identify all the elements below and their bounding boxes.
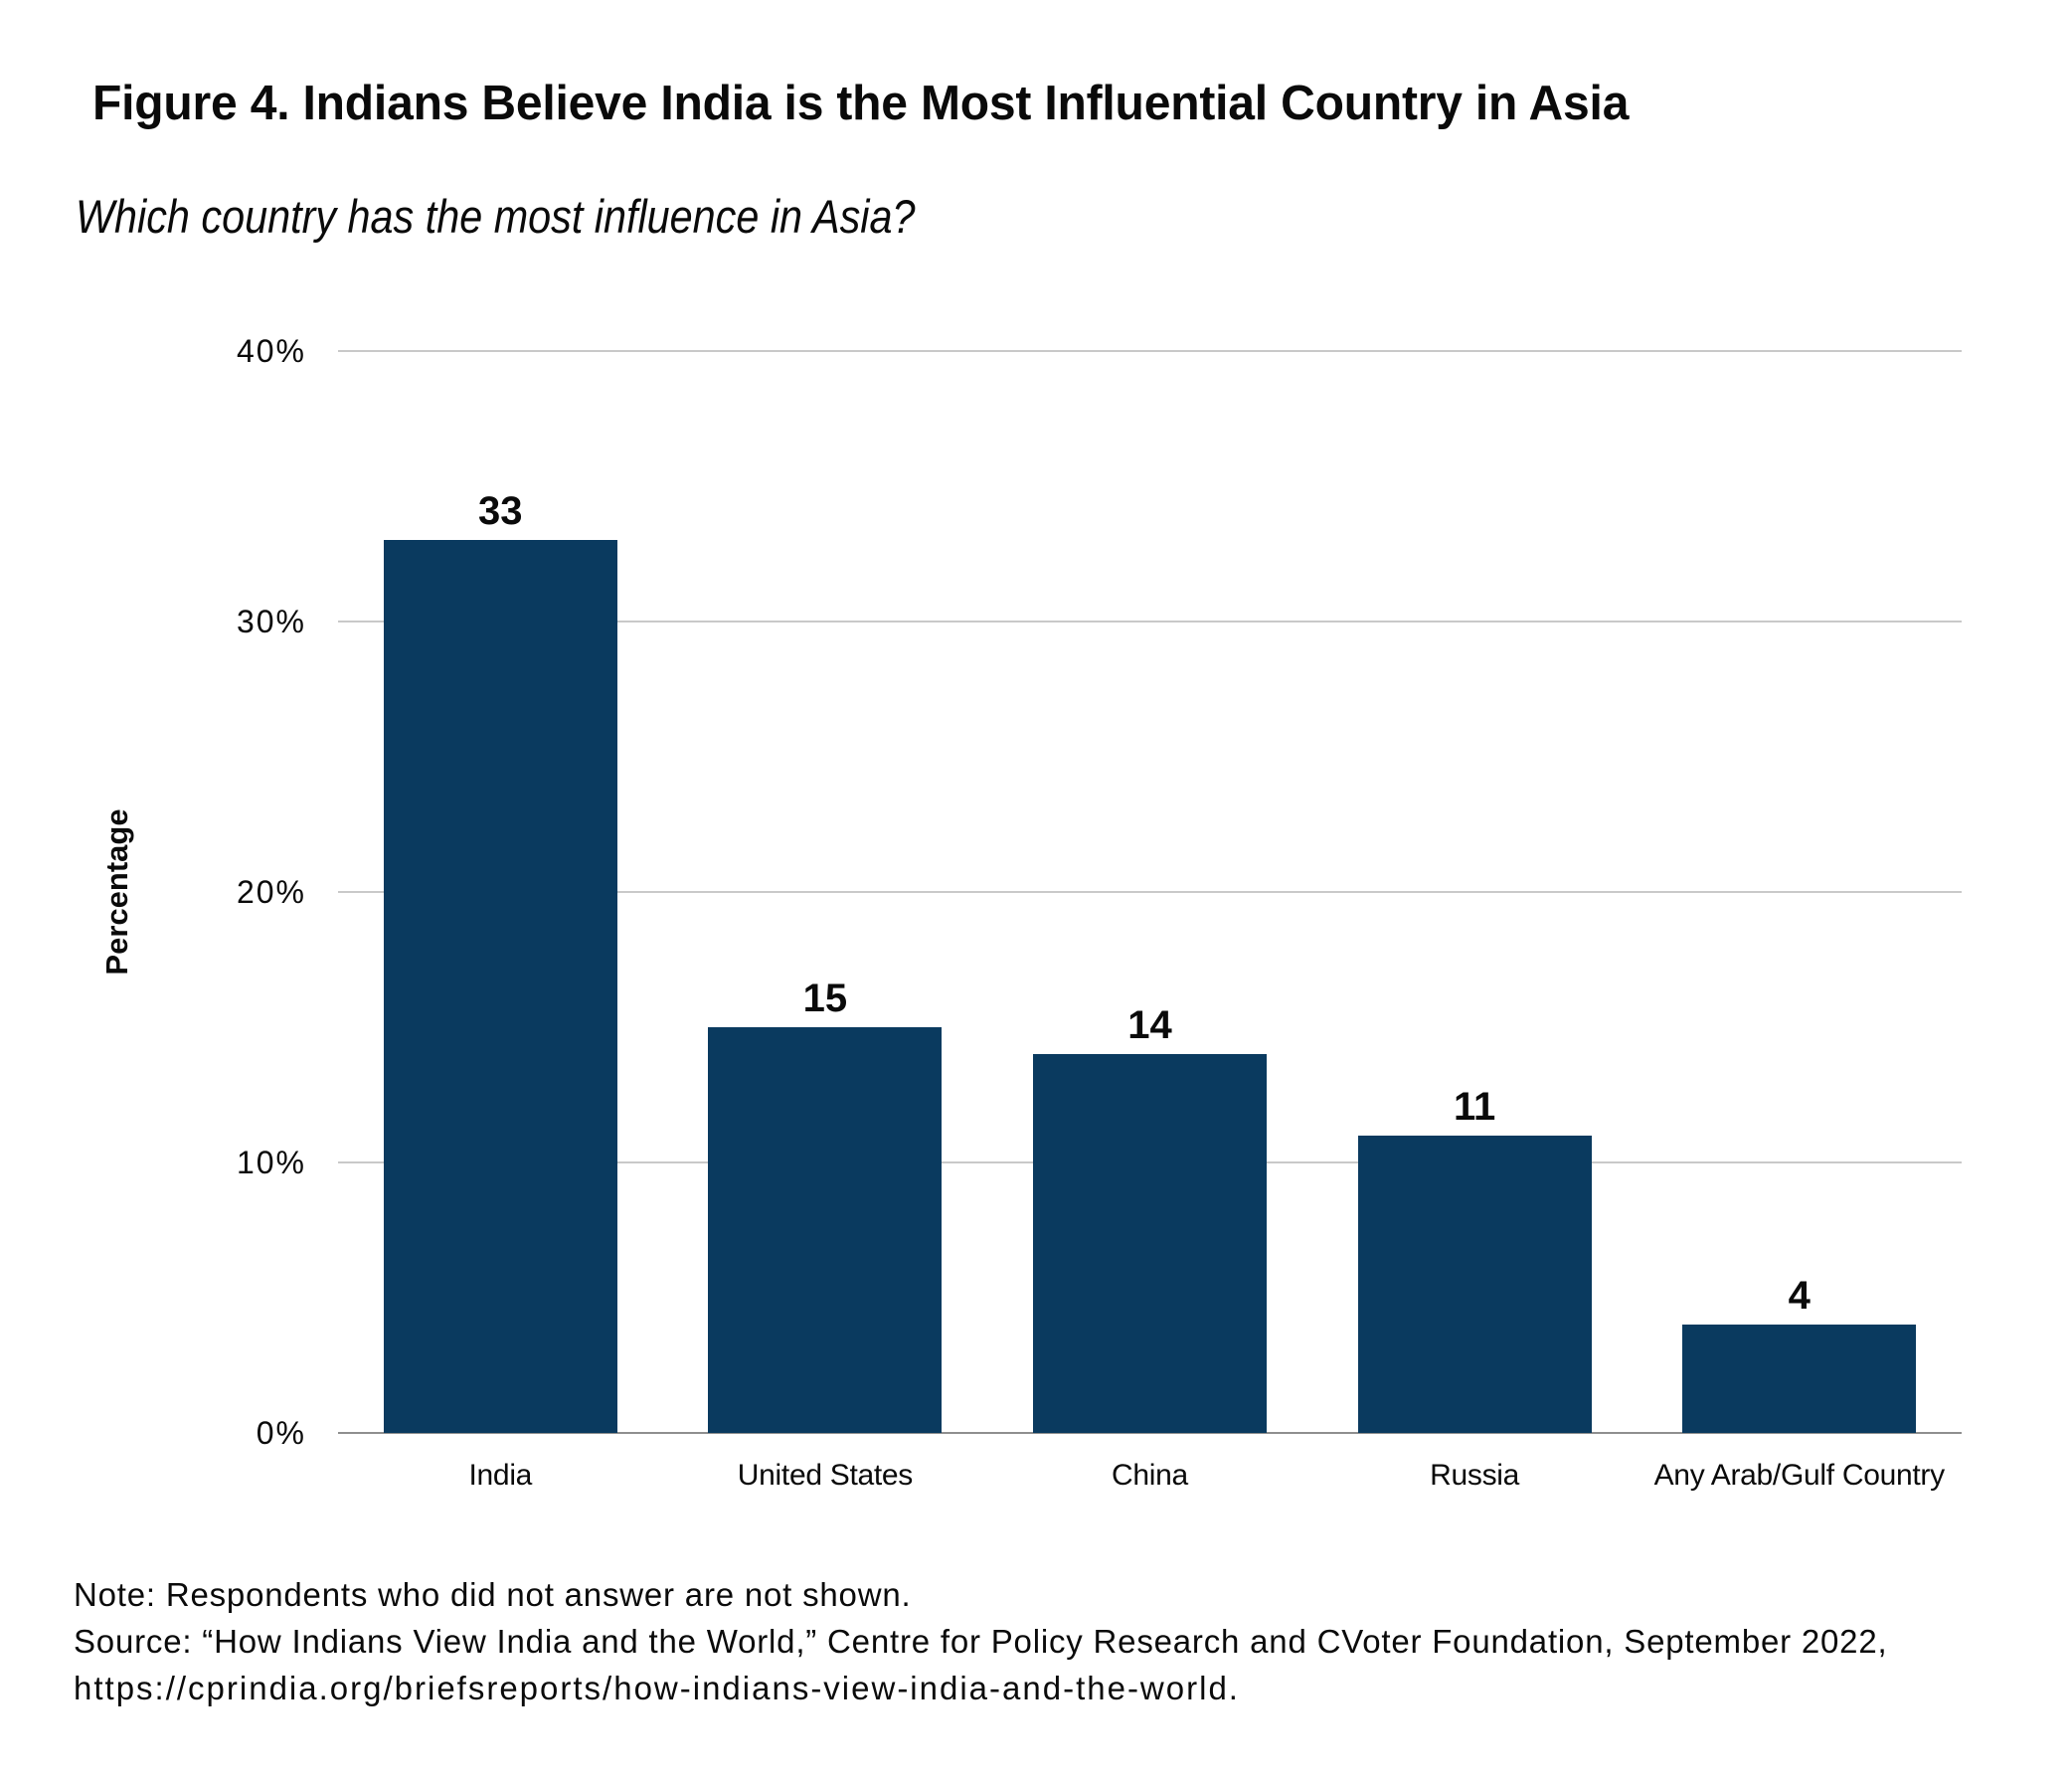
- y-tick-label: 20%: [236, 874, 306, 910]
- bar-value-label: 4: [1788, 1274, 1811, 1319]
- bar-value-label: 33: [478, 489, 523, 534]
- figure-subtitle: Which country has the most influence in …: [76, 190, 916, 243]
- bar-value-label: 11: [1453, 1084, 1496, 1129]
- x-category-label: United States: [737, 1459, 914, 1492]
- y-tick-label: 10%: [236, 1145, 306, 1180]
- y-tick-label: 40%: [236, 333, 306, 369]
- note-line: Note: Respondents who did not answer are…: [74, 1576, 912, 1613]
- bar-russia: [1357, 1135, 1592, 1433]
- bar-value-label: 15: [802, 977, 848, 1020]
- gridline: [338, 621, 1962, 623]
- bar-any-arab-gulf-country: [1682, 1325, 1917, 1433]
- gridline: [338, 350, 1962, 352]
- bar-united-states: [708, 1027, 943, 1433]
- source-line: Source: “How Indians View India and the …: [74, 1623, 1888, 1660]
- x-category-label: Any Arab/Gulf Country: [1653, 1459, 1945, 1492]
- bar-value-label: 14: [1127, 1003, 1172, 1048]
- figure-notes: Note: Respondents who did not answer are…: [74, 1571, 1887, 1711]
- y-tick-label: 30%: [236, 604, 306, 639]
- x-category-label: Russia: [1430, 1459, 1520, 1492]
- y-tick-label: 0%: [256, 1415, 306, 1451]
- x-category-label: China: [1112, 1459, 1188, 1492]
- y-axis-label: Percentage: [99, 808, 134, 976]
- x-axis-line: [338, 1432, 1962, 1434]
- gridline: [338, 891, 1962, 893]
- x-category-label: India: [468, 1459, 533, 1492]
- source-url: https://cprindia.org/briefsreports/how-i…: [74, 1670, 1240, 1706]
- bar-india: [383, 540, 617, 1433]
- figure-title: Figure 4. Indians Believe India is the M…: [92, 77, 1630, 130]
- bar-china: [1033, 1054, 1267, 1433]
